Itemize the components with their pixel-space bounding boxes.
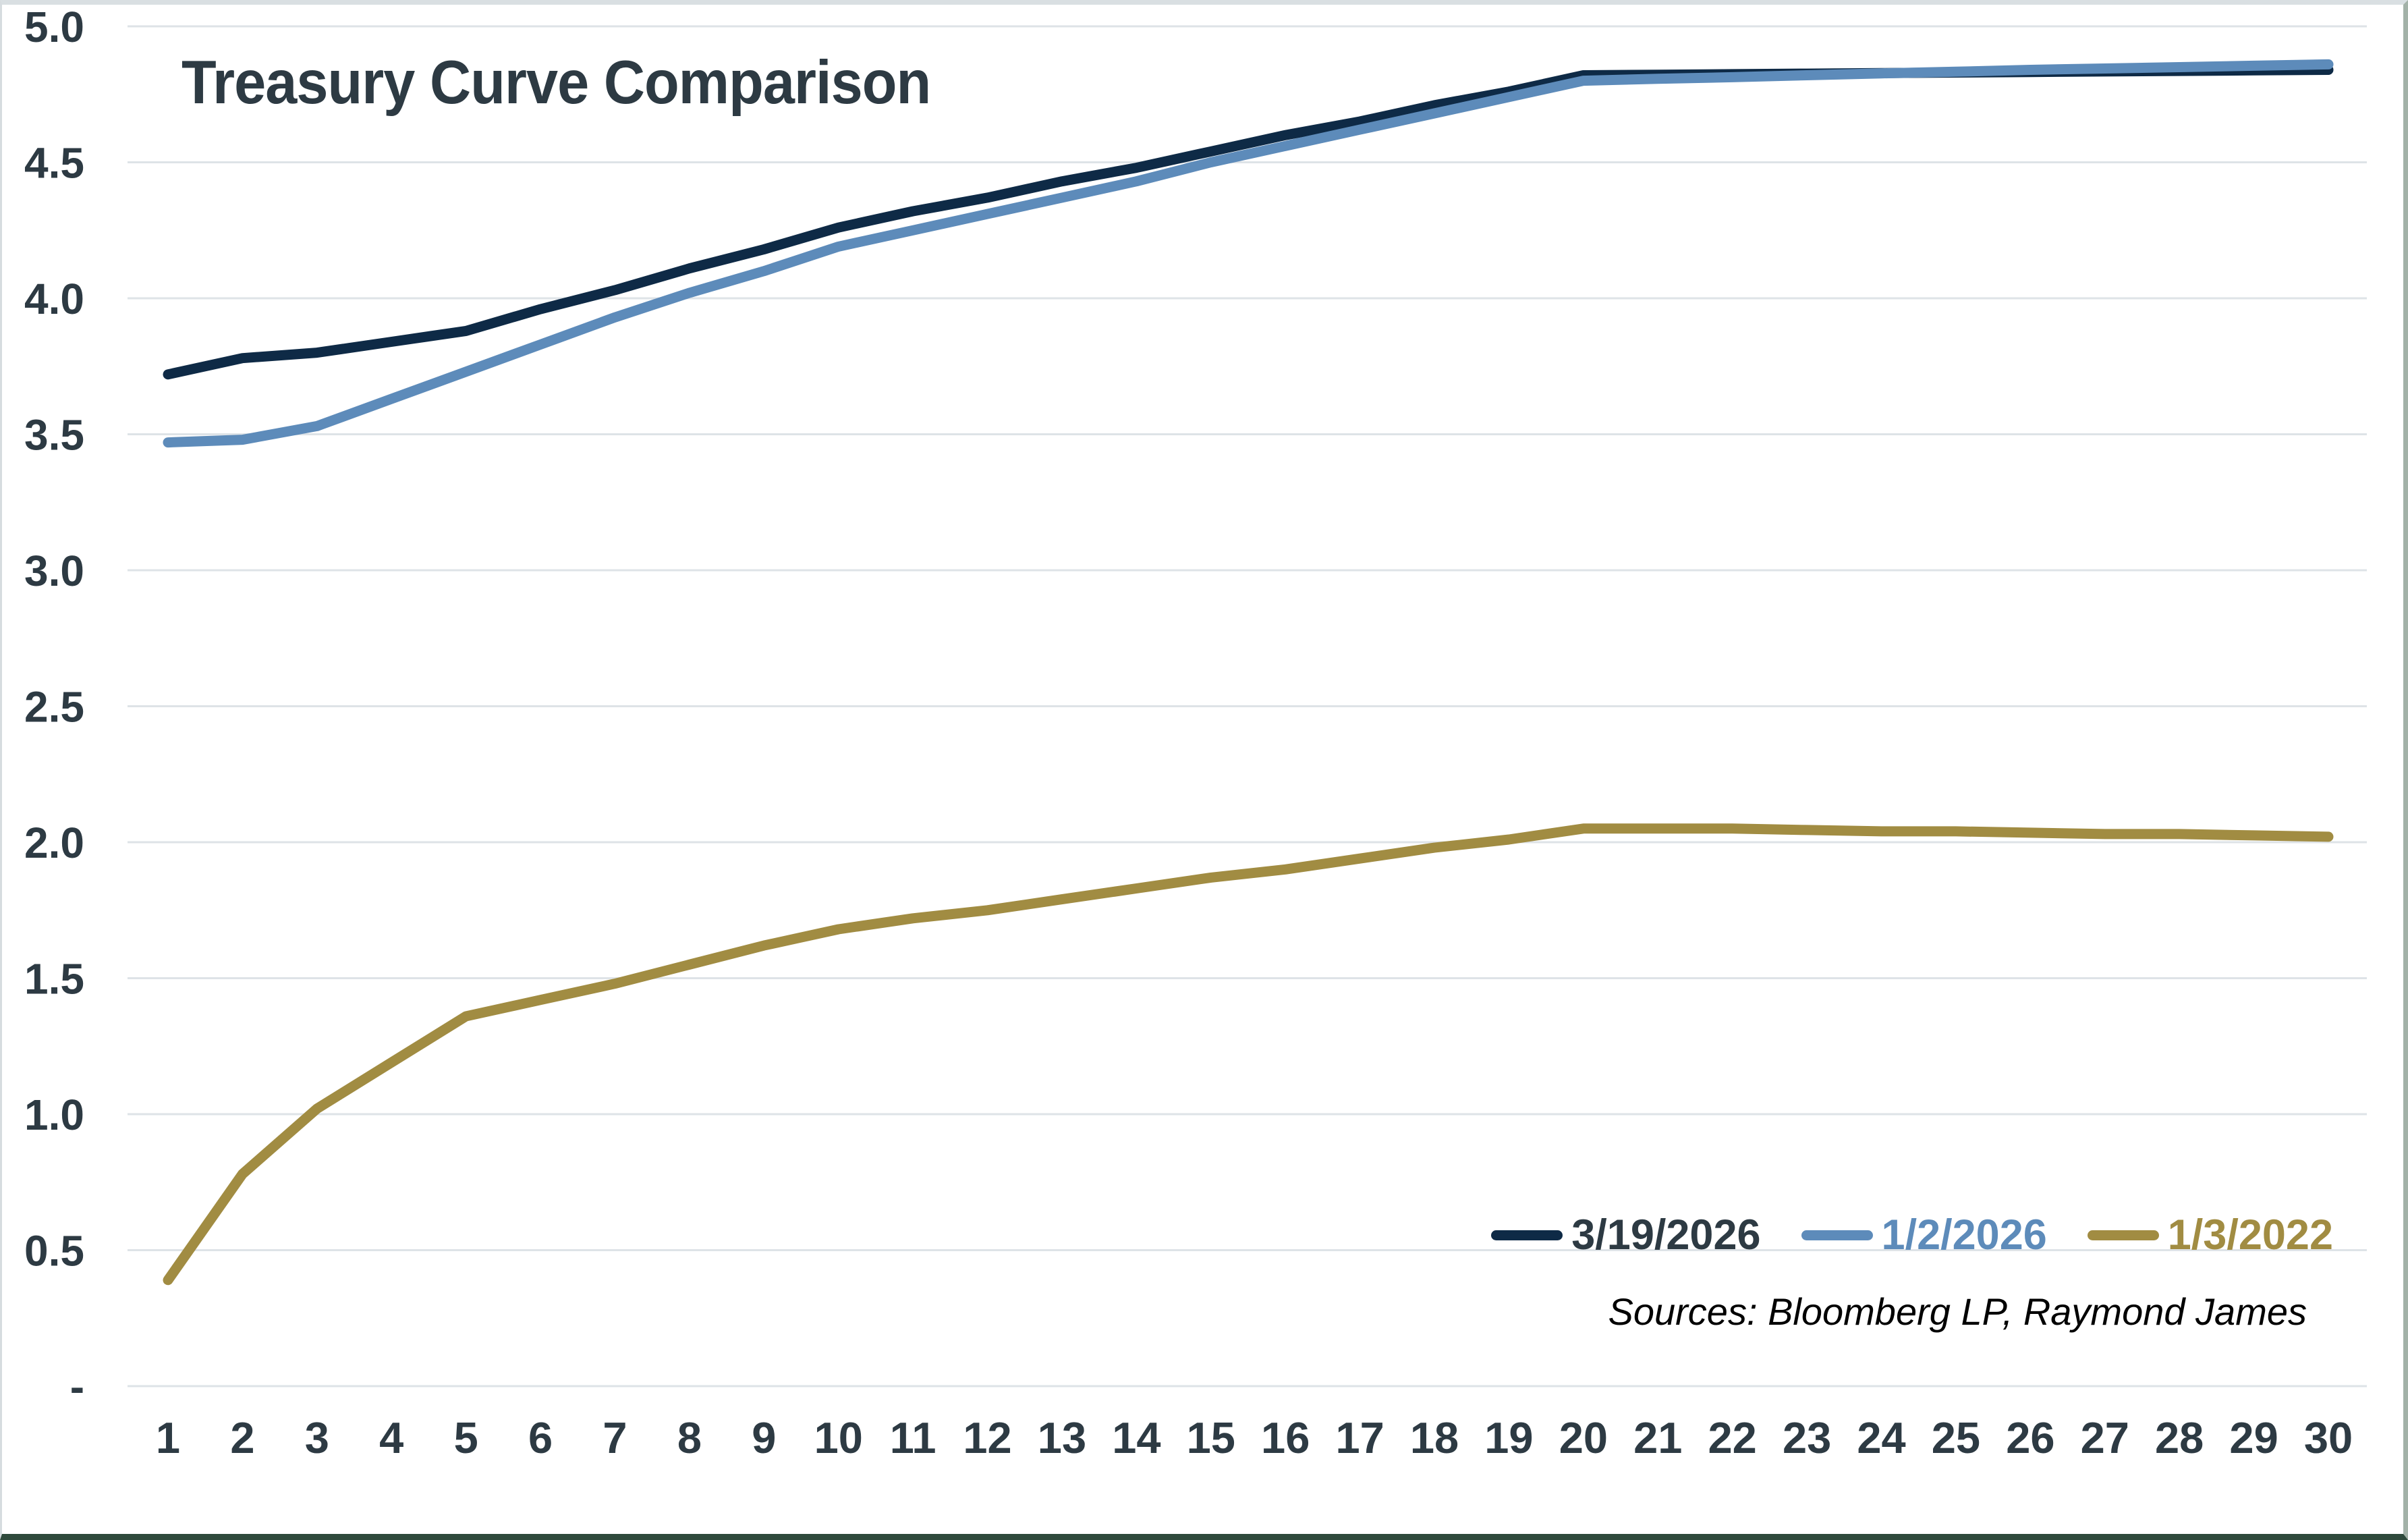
x-tick-label: 20 <box>1559 1413 1608 1462</box>
x-tick-label: 24 <box>1857 1413 1905 1462</box>
y-tick-label: 5.0 <box>24 5 84 51</box>
x-tick-label: 18 <box>1410 1413 1459 1462</box>
x-tick-label: 2 <box>230 1413 254 1462</box>
y-tick-label: 4.0 <box>24 275 84 323</box>
series-line-gold <box>163 823 2334 1286</box>
x-tick-label: 12 <box>963 1413 1011 1462</box>
x-tick-label: 22 <box>1708 1413 1757 1462</box>
y-tick-label: 4.5 <box>24 139 84 188</box>
x-tick-label: 8 <box>677 1413 702 1462</box>
x-tick-label: 15 <box>1187 1413 1235 1462</box>
y-tick-label: 2.5 <box>24 683 84 732</box>
legend-label: 1/3/2022 <box>2167 1211 2333 1259</box>
x-tick-label: 6 <box>528 1413 553 1462</box>
x-tick-label: 16 <box>1261 1413 1310 1462</box>
x-tick-label: 14 <box>1112 1413 1160 1462</box>
legend-item-series-3: 1/3/2022 <box>2087 1211 2333 1259</box>
y-tick-label: 1.0 <box>24 1091 84 1139</box>
x-tick-label: 11 <box>890 1413 936 1462</box>
x-tick-label: 25 <box>1932 1413 1980 1462</box>
x-tick-label: 10 <box>814 1413 863 1462</box>
x-tick-label: 4 <box>379 1413 403 1462</box>
source-note: Sources: Bloomberg LP, Raymond James <box>1608 1290 2307 1333</box>
legend-item-series-1: 3/19/2026 <box>1491 1211 1761 1259</box>
y-tick-label: 3.5 <box>24 411 84 460</box>
x-tick-label: 3 <box>305 1413 329 1462</box>
legend: 3/19/2026 1/2/2026 1/3/2022 <box>1491 1214 2333 1257</box>
chart-title: Treasury Curve Comparison <box>181 49 931 117</box>
y-tick-label: - <box>70 1363 84 1411</box>
x-tick-label: 17 <box>1335 1413 1384 1462</box>
x-tick-label: 7 <box>603 1413 627 1462</box>
x-tick-label: 27 <box>2081 1413 2129 1462</box>
x-tick-label: 5 <box>454 1413 478 1462</box>
y-tick-label: 0.5 <box>24 1227 84 1275</box>
legend-line-marker-gold <box>2087 1230 2159 1240</box>
x-tick-label: 19 <box>1484 1413 1533 1462</box>
series-line-blue <box>163 59 2334 448</box>
x-tick-label: 1 <box>156 1413 180 1462</box>
y-tick-label: 3.0 <box>24 547 84 595</box>
legend-label: 1/2/2026 <box>1881 1211 2047 1259</box>
y-tick-label: 2.0 <box>24 819 84 867</box>
x-tick-label: 30 <box>2304 1413 2353 1462</box>
legend-line-marker-navy <box>1491 1230 1563 1240</box>
legend-line-marker-blue <box>1801 1230 1873 1240</box>
y-tick-label: 1.5 <box>24 955 84 1003</box>
legend-item-series-2: 1/2/2026 <box>1801 1214 2047 1257</box>
x-tick-label: 28 <box>2155 1413 2204 1462</box>
x-tick-label: 13 <box>1038 1413 1086 1462</box>
x-tick-label: 29 <box>2229 1413 2278 1462</box>
plot-area: -0.51.01.52.02.53.03.54.04.55.01 2 3 4 5 6 7 8 9… <box>24 5 2367 1462</box>
x-tick-label: 26 <box>2006 1413 2054 1462</box>
x-tick-label: 23 <box>1783 1413 1831 1462</box>
legend-label: 3/19/2026 <box>1571 1211 1761 1259</box>
x-tick-label: 21 <box>1633 1413 1682 1462</box>
x-tick-label: 9 <box>752 1413 776 1462</box>
